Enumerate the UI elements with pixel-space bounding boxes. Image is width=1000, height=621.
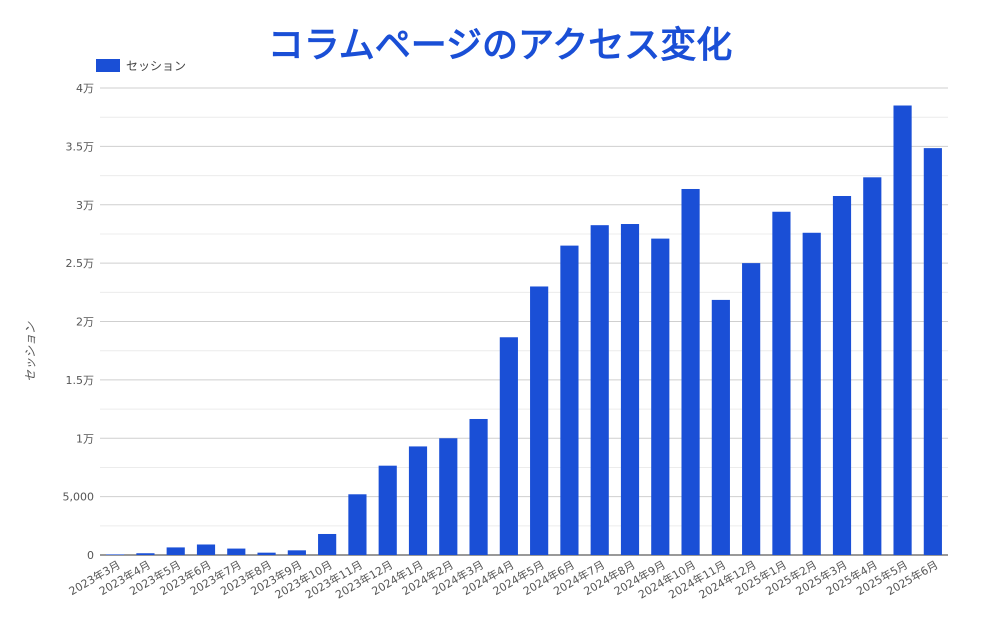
y-tick-label: 4万 [76, 82, 94, 95]
bar [318, 533, 337, 555]
bar [106, 554, 125, 555]
legend-label: セッション [126, 59, 187, 73]
bar [378, 465, 397, 555]
y-tick-label: 5,000 [63, 491, 95, 504]
y-tick-label: 3万 [76, 199, 94, 212]
y-tick-label: 1.5万 [66, 374, 95, 387]
y-tick-label: 2万 [76, 316, 94, 329]
bar [166, 547, 185, 555]
bar [196, 544, 216, 555]
chart-title: コラムページのアクセス変化 [267, 25, 733, 66]
bar [530, 286, 549, 555]
bar [590, 225, 609, 555]
bar [863, 177, 882, 555]
bar [560, 245, 579, 556]
bar [257, 552, 276, 555]
legend-swatch [96, 59, 120, 72]
y-tick-label: 3.5万 [66, 140, 95, 153]
bar [651, 238, 670, 556]
legend: セッション [96, 57, 186, 74]
bar [772, 211, 791, 555]
bar [348, 494, 367, 555]
y-tick-label: 2.5万 [66, 257, 95, 270]
bar [832, 195, 852, 555]
bar [408, 446, 428, 555]
bar [802, 232, 821, 555]
bar [620, 224, 640, 556]
bar [681, 188, 700, 555]
y-tick-label: 1万 [76, 432, 94, 445]
bar [136, 553, 155, 555]
bar [439, 438, 458, 555]
bar [227, 548, 246, 555]
bar [499, 337, 518, 555]
bar [893, 105, 912, 555]
y-tick-label: 0 [87, 549, 94, 562]
bar [469, 418, 488, 555]
bar [287, 550, 306, 555]
bar [742, 263, 761, 555]
bar [923, 148, 942, 555]
bar [711, 299, 730, 555]
